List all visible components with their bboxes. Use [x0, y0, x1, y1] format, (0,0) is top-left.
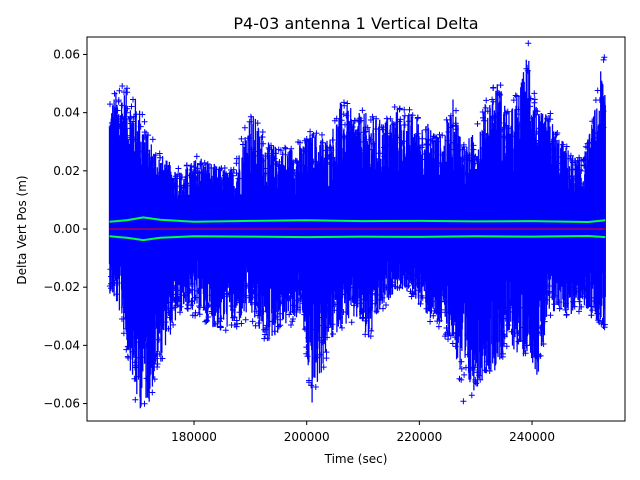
plot-area — [106, 40, 608, 409]
data-layer — [106, 40, 608, 409]
upper-band-line — [109, 216, 606, 224]
y-tick-label: 0.04 — [53, 106, 80, 120]
x-tick-label: 180000 — [171, 430, 217, 444]
x-tick-label: 200000 — [284, 430, 330, 444]
x-tick-label: 220000 — [396, 430, 442, 444]
y-tick-label: −0.02 — [43, 280, 80, 294]
y-tick-label: −0.06 — [43, 397, 80, 411]
axes: 180000 200000 220000 240000 −0.06 −0.04 −0.02 0… — [43, 36, 626, 444]
y-tick-label: 0.02 — [53, 164, 80, 178]
lower-band-line — [109, 234, 606, 242]
y-tick-label: 0.00 — [53, 222, 80, 236]
y-tick-label: 0.06 — [53, 47, 80, 61]
y-axis-label: Delta Vert Pos (m) — [15, 175, 29, 284]
data-points-markers — [106, 40, 608, 407]
data-points-core — [108, 59, 606, 409]
x-axis-label: Time (sec) — [324, 452, 388, 466]
x-tick-label: 240000 — [509, 430, 555, 444]
chart-title: P4-03 antenna 1 Vertical Delta — [233, 14, 478, 33]
y-tick-label: −0.04 — [43, 338, 80, 352]
